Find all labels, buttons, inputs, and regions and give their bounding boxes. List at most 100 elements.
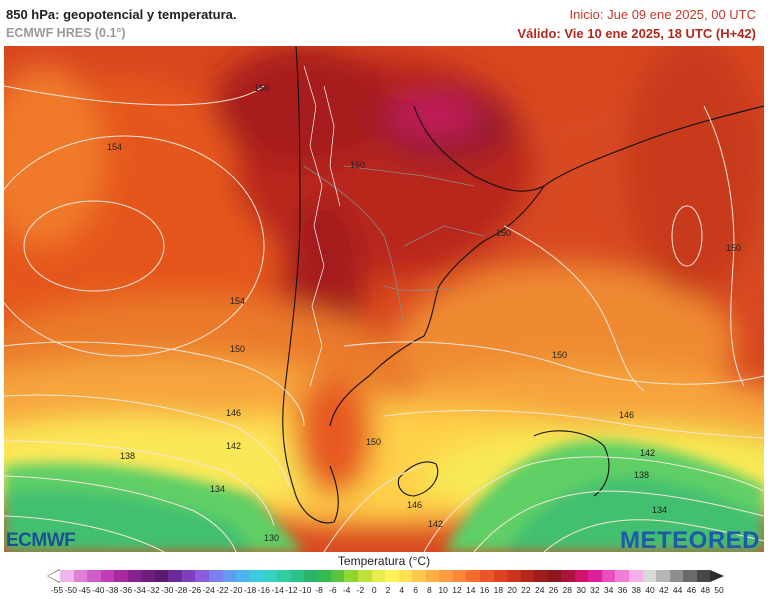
legend-tick-label: 20 xyxy=(507,585,517,595)
isoline-label: 134 xyxy=(652,505,667,515)
isoline-label: 154 xyxy=(230,296,245,306)
legend-tick-label: 44 xyxy=(672,585,683,595)
legend-tick-label: 12 xyxy=(452,585,462,595)
isoline-label: 146 xyxy=(226,408,241,418)
legend-swatch xyxy=(303,570,318,582)
legend-tick-label: 36 xyxy=(617,585,628,595)
legend-tick-label: -24 xyxy=(202,585,215,595)
legend-swatch xyxy=(439,570,453,582)
legend-swatch xyxy=(222,570,237,582)
isoline-label: 130 xyxy=(264,533,279,543)
legend-tick-label: 38 xyxy=(631,585,641,595)
legend-tick-label: 6 xyxy=(413,585,418,595)
isoline-label: 150 xyxy=(552,350,567,360)
legend-tick-label: 30 xyxy=(576,585,586,595)
legend-tick-label: 46 xyxy=(686,585,697,595)
init-time: Inicio: Jue 09 ene 2025, 00 UTC xyxy=(569,7,756,22)
isoline-labels: 150 154 150 150 154 150 150 146 142 138 … xyxy=(107,83,741,543)
legend-tick-label: 42 xyxy=(659,585,669,595)
legend-swatch xyxy=(669,570,684,582)
legend-swatch xyxy=(656,570,670,582)
legend-tick-label: 18 xyxy=(493,585,504,595)
legend-tick-label: 24 xyxy=(534,585,545,595)
legend-tick-label: 8 xyxy=(427,585,432,595)
legend-tick-label: -8 xyxy=(315,585,323,595)
legend-tick-label: 50 xyxy=(714,585,724,595)
isoline-label: 146 xyxy=(407,500,422,510)
legend-swatch xyxy=(290,570,304,582)
legend-tick-label: 28 xyxy=(562,585,573,595)
legend-swatch xyxy=(601,570,616,582)
legend-tick-label: -14 xyxy=(271,585,284,595)
legend-swatch xyxy=(154,570,169,582)
legend-swatch xyxy=(452,570,467,582)
legend-tick-label: 26 xyxy=(548,585,559,595)
legend-tick-label: -36 xyxy=(119,585,133,595)
legend-swatch xyxy=(127,570,142,582)
legend-tick-label: 32 xyxy=(590,585,600,595)
legend-tick-label: 0 xyxy=(371,585,377,595)
legend-swatch xyxy=(73,570,88,582)
legend-color-bar xyxy=(60,570,711,582)
legend-swatch xyxy=(466,570,480,582)
legend-swatch xyxy=(493,570,508,582)
legend-swatch xyxy=(628,570,643,582)
legend-tick-label: -45 xyxy=(78,585,91,595)
legend-swatch xyxy=(683,570,697,582)
legend-swatch xyxy=(87,570,101,582)
legend-tick-label: -38 xyxy=(106,585,119,595)
legend-min-arrow xyxy=(48,570,60,582)
isoline-label: 154 xyxy=(107,142,122,152)
legend-tick-label: -50 xyxy=(64,585,77,595)
valid-time: Válido: Vie 10 ene 2025, 18 UTC (H+42) xyxy=(517,26,756,41)
legend-tick-label: 2 xyxy=(385,585,391,595)
legend-swatch xyxy=(141,570,155,582)
legend-tick-label: -16 xyxy=(257,585,271,595)
isoline-label: 142 xyxy=(226,441,241,451)
legend-swatch xyxy=(412,570,426,582)
legend-tick-label: -2 xyxy=(356,585,365,595)
legend-tick-label: 14 xyxy=(466,585,476,595)
legend-swatch xyxy=(371,570,386,582)
legend-swatch xyxy=(507,570,521,582)
legend-tick-label: -4 xyxy=(342,585,351,595)
legend-tick-label: 22 xyxy=(521,585,531,595)
legend-tick-label: -20 xyxy=(230,585,243,595)
legend-tick-label: -18 xyxy=(243,585,257,595)
legend-tick-label: 34 xyxy=(603,585,614,595)
legend-tick-label: -12 xyxy=(285,585,298,595)
legend-swatch xyxy=(642,570,657,582)
legend-swatch xyxy=(236,570,250,582)
isoline-label: 150 xyxy=(366,437,381,447)
isoline-label: 150 xyxy=(254,83,269,93)
legend-tick-label: -55 xyxy=(50,585,64,595)
cold-air-masses xyxy=(4,440,764,552)
legend-swatch xyxy=(425,570,440,582)
legend-swatch xyxy=(479,570,494,582)
legend-tick-label: -32 xyxy=(147,585,160,595)
legend-tick-label: -22 xyxy=(216,585,229,595)
isoline-label: 138 xyxy=(634,470,649,480)
map-title: 850 hPa: geopotencial y temperatura. xyxy=(6,7,237,22)
ecmwf-logo: ECMWF xyxy=(6,530,76,551)
isoline-label: 146 xyxy=(619,410,634,420)
isoline-label: 142 xyxy=(428,519,443,529)
legend-swatch xyxy=(100,570,115,582)
legend-tick-label: 10 xyxy=(438,585,448,595)
legend-swatch xyxy=(209,570,223,582)
legend-tick-label: -10 xyxy=(299,585,312,595)
legend-tick-label: -40 xyxy=(92,585,105,595)
legend-swatch xyxy=(114,570,128,582)
model-label: ECMWF HRES (0.1°) xyxy=(6,26,126,40)
header-bar: 850 hPa: geopotencial y temperatura. ECM… xyxy=(0,0,768,46)
isoline-label: 142 xyxy=(640,448,655,458)
legend-swatch xyxy=(317,570,331,582)
legend-tick-label: 16 xyxy=(479,585,490,595)
legend-swatch xyxy=(385,570,399,582)
legend-swatch xyxy=(276,570,291,582)
isoline-label: 150 xyxy=(230,344,245,354)
legend-swatch xyxy=(358,570,372,582)
isoline-label: 138 xyxy=(120,451,135,461)
legend-swatch xyxy=(561,570,575,582)
meteored-logo: METEORED xyxy=(619,527,760,554)
